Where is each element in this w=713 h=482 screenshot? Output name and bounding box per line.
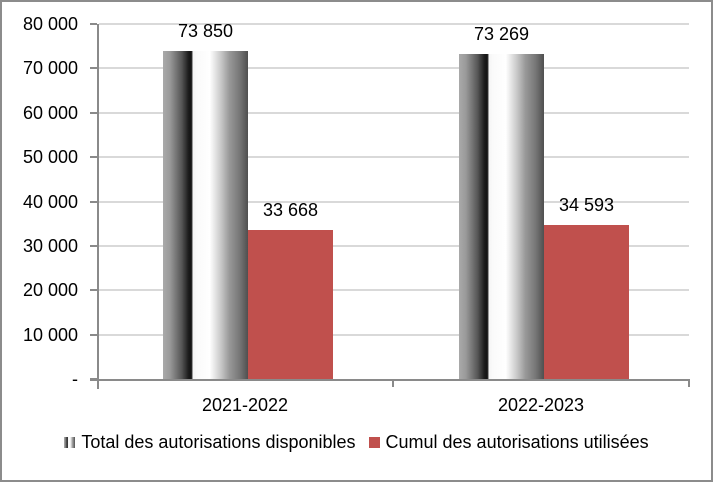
y-axis-tick — [90, 378, 97, 380]
y-axis-label: 80 000 — [22, 14, 78, 34]
y-axis-tick — [90, 111, 97, 114]
bar-value-label: 33 668 — [262, 199, 319, 220]
category-label-2022-2023: 2022-2023 — [497, 395, 585, 415]
y-axis-tick — [90, 23, 97, 25]
y-axis-label: 70 000 — [22, 58, 78, 79]
y-axis-label: 20 000 — [22, 280, 78, 301]
legend-item-total-disponibles: Total des autorisations disponibles — [64, 431, 356, 453]
gridline — [99, 200, 689, 203]
legend-label-total-disponibles: Total des autorisations disponibles — [81, 432, 356, 452]
x-axis-tick — [392, 381, 394, 387]
legend-item-cumul-utilisees: Cumul des autorisations utilisées — [368, 431, 649, 453]
gridline — [99, 67, 689, 70]
legend: Total des autorisations disponibles Cumu… — [2, 429, 711, 455]
bar-series1-2022-2023 — [544, 225, 629, 379]
y-axis-label: 10 000 — [22, 324, 78, 345]
y-axis-line — [97, 24, 99, 389]
gridline — [99, 111, 689, 114]
bar-series0-2021-2022 — [163, 51, 248, 379]
x-axis-line — [90, 379, 690, 381]
gridline — [99, 23, 689, 25]
legend-marker-red — [368, 436, 380, 448]
y-axis-tick — [90, 156, 97, 159]
y-axis-tick — [90, 289, 97, 292]
y-axis-tick — [90, 333, 97, 336]
x-axis-tick — [688, 381, 690, 387]
bar-series1-2021-2022 — [248, 229, 333, 379]
gridline — [99, 333, 689, 336]
legend-marker-gray-cylinder — [64, 436, 76, 448]
bar-value-label: 34 593 — [558, 195, 615, 216]
gridline — [99, 156, 689, 159]
gridline — [99, 289, 689, 292]
y-axis-label: 30 000 — [22, 235, 78, 256]
gridline — [99, 244, 689, 247]
y-axis-label: 40 000 — [22, 191, 78, 212]
category-label-2021-2022: 2021-2022 — [201, 395, 289, 415]
y-axis-label: 60 000 — [22, 102, 78, 123]
y-axis-tick — [90, 67, 97, 70]
y-axis-label: - — [72, 369, 78, 389]
bar-value-label: 73 269 — [473, 23, 530, 44]
y-axis-tick — [90, 244, 97, 247]
y-axis-tick — [90, 200, 97, 203]
legend-label-cumul-utilisees: Cumul des autorisations utilisées — [385, 432, 649, 452]
bar-series0-2022-2023 — [459, 53, 544, 379]
bar-value-label: 73 850 — [177, 21, 234, 42]
y-axis-label: 50 000 — [22, 147, 78, 168]
